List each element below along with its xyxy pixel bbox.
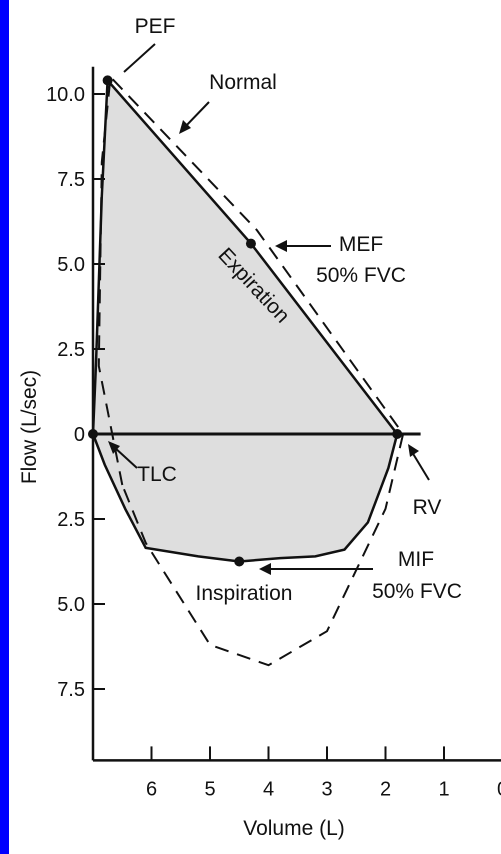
x-axis-title: Volume (L) bbox=[243, 817, 345, 840]
pef-arrow bbox=[123, 43, 156, 73]
rv-arrow bbox=[411, 451, 430, 481]
label-inspiration: Inspiration bbox=[196, 582, 293, 605]
y-tick-label-4: 0 bbox=[74, 424, 85, 446]
x-tick-label-6: 0 bbox=[497, 778, 501, 800]
label-mif-fvc: 50% FVC bbox=[372, 580, 462, 603]
label-mif: MIF bbox=[398, 548, 434, 571]
y-tick-label-7: 7.5 bbox=[57, 679, 85, 701]
tlc-arrow bbox=[113, 446, 138, 469]
y-tick-label-5: 2.5 bbox=[57, 509, 85, 531]
x-tick-label-0: 6 bbox=[146, 778, 157, 800]
x-tick-label-4: 2 bbox=[380, 778, 391, 800]
label-rv: RV bbox=[413, 496, 442, 519]
label-pef: PEF bbox=[135, 15, 176, 38]
label-mef: MEF bbox=[339, 233, 383, 256]
y-tick-label-3: 2.5 bbox=[57, 339, 85, 361]
mif-point bbox=[234, 556, 245, 567]
label-mef-fvc: 50% FVC bbox=[316, 264, 406, 287]
x-tick-label-3: 3 bbox=[321, 778, 332, 800]
patient-loop-filled bbox=[91, 77, 399, 563]
tlc-arrowhead bbox=[108, 441, 120, 454]
y-tick-label-1: 7.5 bbox=[57, 169, 85, 191]
mef-arrowhead bbox=[275, 240, 287, 252]
normal-arrowhead bbox=[179, 120, 191, 134]
y-tick-label-0: 10.0 bbox=[46, 84, 85, 106]
label-normal: Normal bbox=[209, 71, 277, 94]
x-tick-label-5: 1 bbox=[438, 778, 449, 800]
label-tlc: TLC bbox=[137, 463, 177, 486]
y-tick-label-6: 5.0 bbox=[57, 594, 85, 616]
y-tick-label-2: 5.0 bbox=[57, 254, 85, 276]
pef-point bbox=[102, 75, 113, 86]
x-tick-label-1: 5 bbox=[204, 778, 215, 800]
x-tick-label-2: 4 bbox=[263, 778, 274, 800]
plot-area bbox=[88, 74, 405, 667]
rv-arrowhead bbox=[408, 444, 419, 457]
y-axis-title: Flow (L/sec) bbox=[18, 370, 41, 484]
flow-volume-loop-chart: 10.0 7.5 5.0 2.5 0 2.5 5.0 7.5 6 5 4 3 2 1 0 PEF Norma… bbox=[18, 15, 501, 840]
mif-arrowhead bbox=[259, 563, 271, 575]
mef-point bbox=[245, 238, 256, 249]
axes: 10.0 7.5 5.0 2.5 0 2.5 5.0 7.5 6 5 4 3 2 1 0 bbox=[46, 66, 501, 800]
normal-arrow bbox=[183, 101, 210, 129]
chart-panel: 10.0 7.5 5.0 2.5 0 2.5 5.0 7.5 6 5 4 3 2 1 0 PEF Norma… bbox=[9, 0, 501, 854]
